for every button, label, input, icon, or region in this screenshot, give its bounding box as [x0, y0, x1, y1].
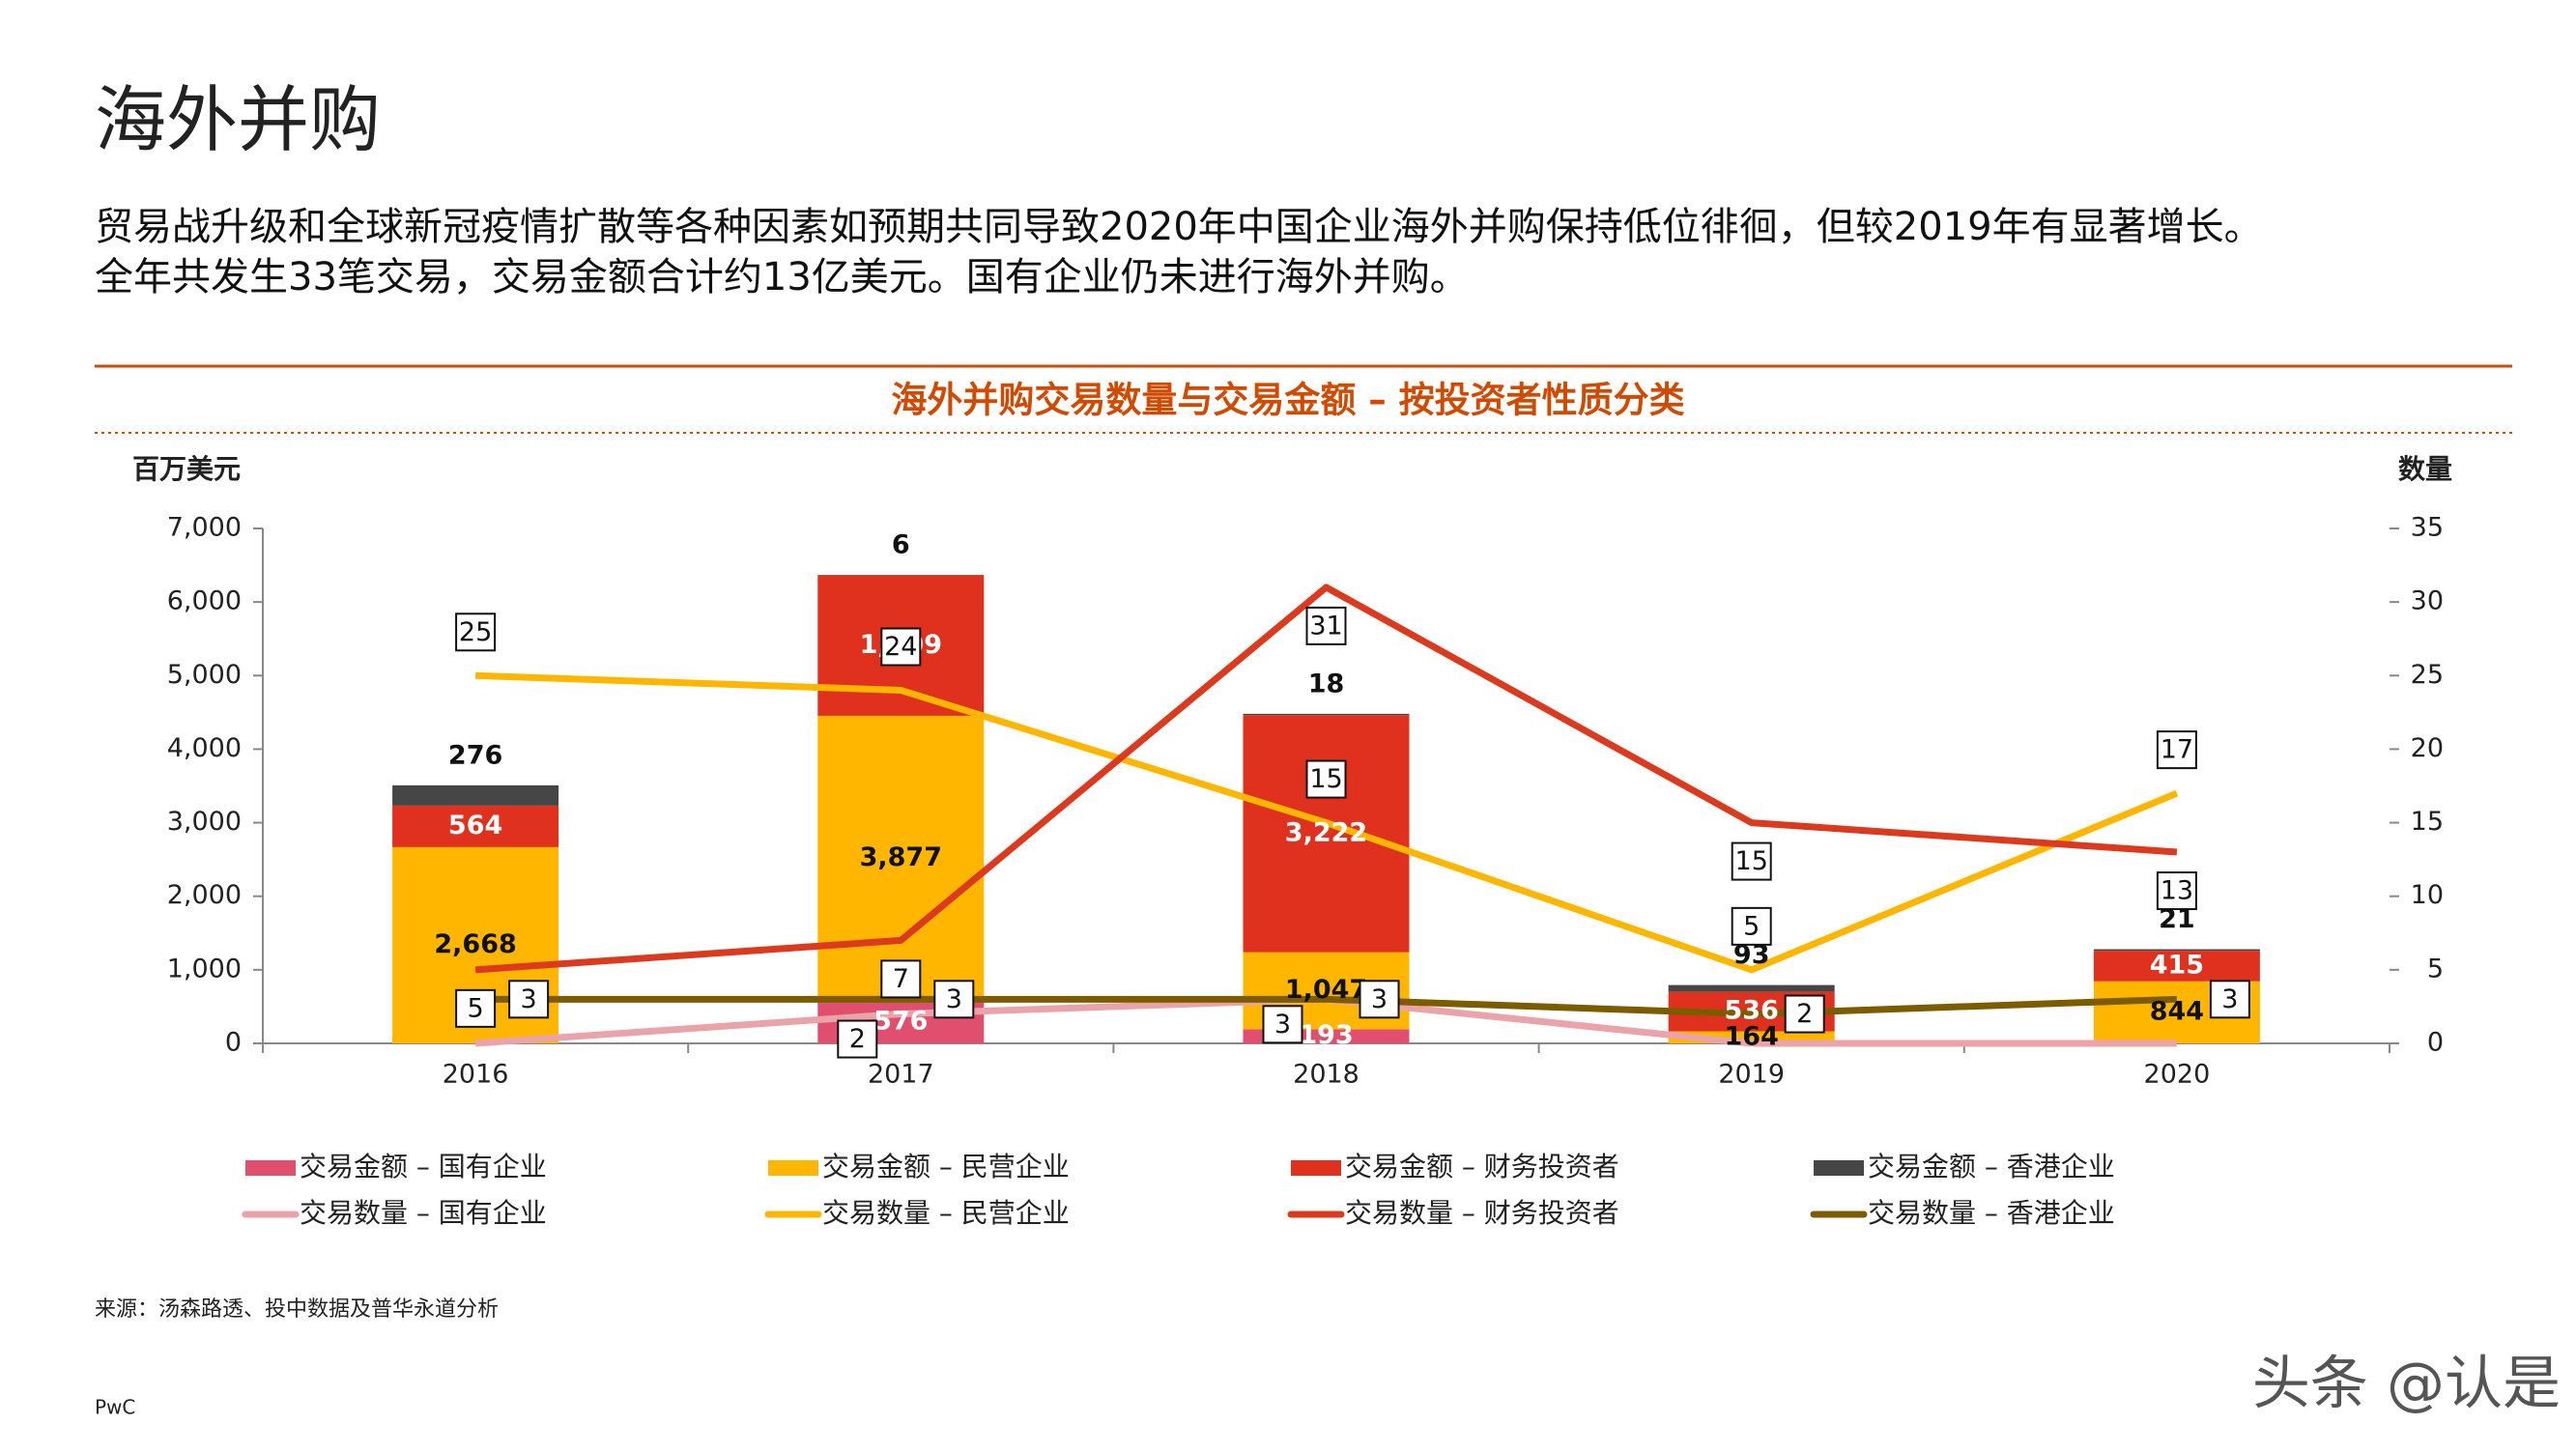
y2-tick-label: 20 [2411, 733, 2444, 763]
bar-label: 576 [873, 1007, 928, 1037]
y-axis-label: 百万美元 [132, 453, 241, 485]
page-title: 海外并购 [95, 78, 381, 161]
line-label: 2 [1796, 999, 1813, 1029]
bar-segment [1669, 985, 1835, 992]
legend-label: 交易数量 – 国有企业 [300, 1197, 547, 1229]
line-label: 7 [893, 964, 909, 994]
y2-tick-label: 25 [2411, 660, 2444, 690]
bar-label: 3,877 [860, 842, 942, 872]
brand: PwC [95, 1396, 135, 1419]
bar-label: 1,047 [1285, 975, 1367, 1005]
legend-swatch [245, 1160, 296, 1176]
legend-swatch [1814, 1160, 1864, 1176]
line-label: 25 [459, 617, 492, 647]
legend-label: 交易数量 – 财务投资者 [1345, 1197, 1619, 1229]
legend-label: 交易数量 – 民营企业 [822, 1197, 1070, 1229]
x-tick-label: 2019 [1718, 1060, 1785, 1090]
bar-segment [392, 785, 558, 806]
x-tick-label: 2020 [2144, 1060, 2211, 1090]
x-tick-label: 2017 [868, 1060, 934, 1090]
legend-label: 交易金额 – 民营企业 [822, 1151, 1070, 1182]
line-label: 5 [1743, 911, 1760, 941]
x-tick-label: 2018 [1293, 1060, 1360, 1090]
legend-label: 交易数量 – 香港企业 [1868, 1197, 2115, 1229]
y2-tick-label: 0 [2427, 1028, 2444, 1058]
bar-label: 193 [1299, 1020, 1353, 1050]
line-label: 3 [1274, 1010, 1291, 1040]
bar-label: 6 [892, 530, 910, 560]
legend-label: 交易金额 – 国有企业 [300, 1151, 547, 1182]
y-tick-label: 1,000 [167, 954, 242, 983]
legend-swatch [1291, 1160, 1341, 1176]
line-label: 15 [1735, 846, 1768, 876]
y2-tick-label: 30 [2411, 586, 2444, 616]
intro-line: 全年共发生33笔交易，交易金额合计约13亿美元。国有企业仍未进行海外并购。 [95, 255, 1469, 299]
bar-label: 164 [1725, 1021, 1779, 1051]
bar-label: 276 [448, 740, 502, 770]
y2-tick-label: 5 [2427, 954, 2444, 983]
line-label: 31 [1309, 611, 1342, 641]
legend-label: 交易金额 – 财务投资者 [1345, 1151, 1619, 1182]
bar-label: 415 [2150, 950, 2204, 980]
x-tick-label: 2016 [443, 1060, 509, 1090]
legend-label: 交易金额 – 香港企业 [1868, 1151, 2115, 1182]
chart-title: 海外并购交易数量与交易金额 – 按投资者性质分类 [891, 380, 1684, 421]
line-label: 13 [2161, 876, 2193, 906]
y-tick-label: 3,000 [167, 807, 242, 837]
y-tick-label: 6,000 [167, 586, 242, 616]
y-tick-label: 0 [225, 1028, 242, 1058]
line-label: 2 [849, 1024, 866, 1054]
source: 来源：汤森路透、投中数据及普华永道分析 [95, 1297, 499, 1322]
y-tick-label: 7,000 [167, 513, 242, 543]
y-tick-label: 5,000 [167, 660, 242, 690]
line-label: 3 [946, 984, 962, 1014]
bar-segment [1244, 714, 1410, 715]
y2-tick-label: 15 [2411, 807, 2444, 837]
intro-line: 贸易战升级和全球新冠疫情扩散等各种因素如预期共同导致2020年中国企业海外并购保… [95, 205, 2263, 249]
line-label: 17 [2161, 735, 2193, 765]
line-label: 3 [2221, 984, 2238, 1014]
bar-label: 844 [2150, 996, 2204, 1026]
line-label: 15 [1309, 764, 1342, 794]
line-label: 3 [521, 984, 537, 1014]
legend-swatch [768, 1160, 818, 1176]
bar-label: 2,668 [434, 929, 516, 959]
y2-tick-label: 10 [2411, 880, 2444, 910]
y2-tick-label: 35 [2411, 513, 2444, 543]
bar-label: 3,222 [1285, 817, 1367, 847]
bar-label: 564 [448, 811, 502, 840]
watermark: 头条 @认是 [2252, 1351, 2561, 1418]
y-tick-label: 4,000 [167, 733, 242, 763]
line-label: 5 [468, 993, 484, 1023]
y-tick-label: 2,000 [167, 880, 242, 910]
bar-label: 536 [1725, 996, 1779, 1026]
bar-label: 18 [1308, 669, 1345, 698]
line-label: 3 [1371, 984, 1388, 1014]
line-label: 24 [884, 632, 917, 662]
y2-axis-label: 数量 [2398, 453, 2452, 485]
